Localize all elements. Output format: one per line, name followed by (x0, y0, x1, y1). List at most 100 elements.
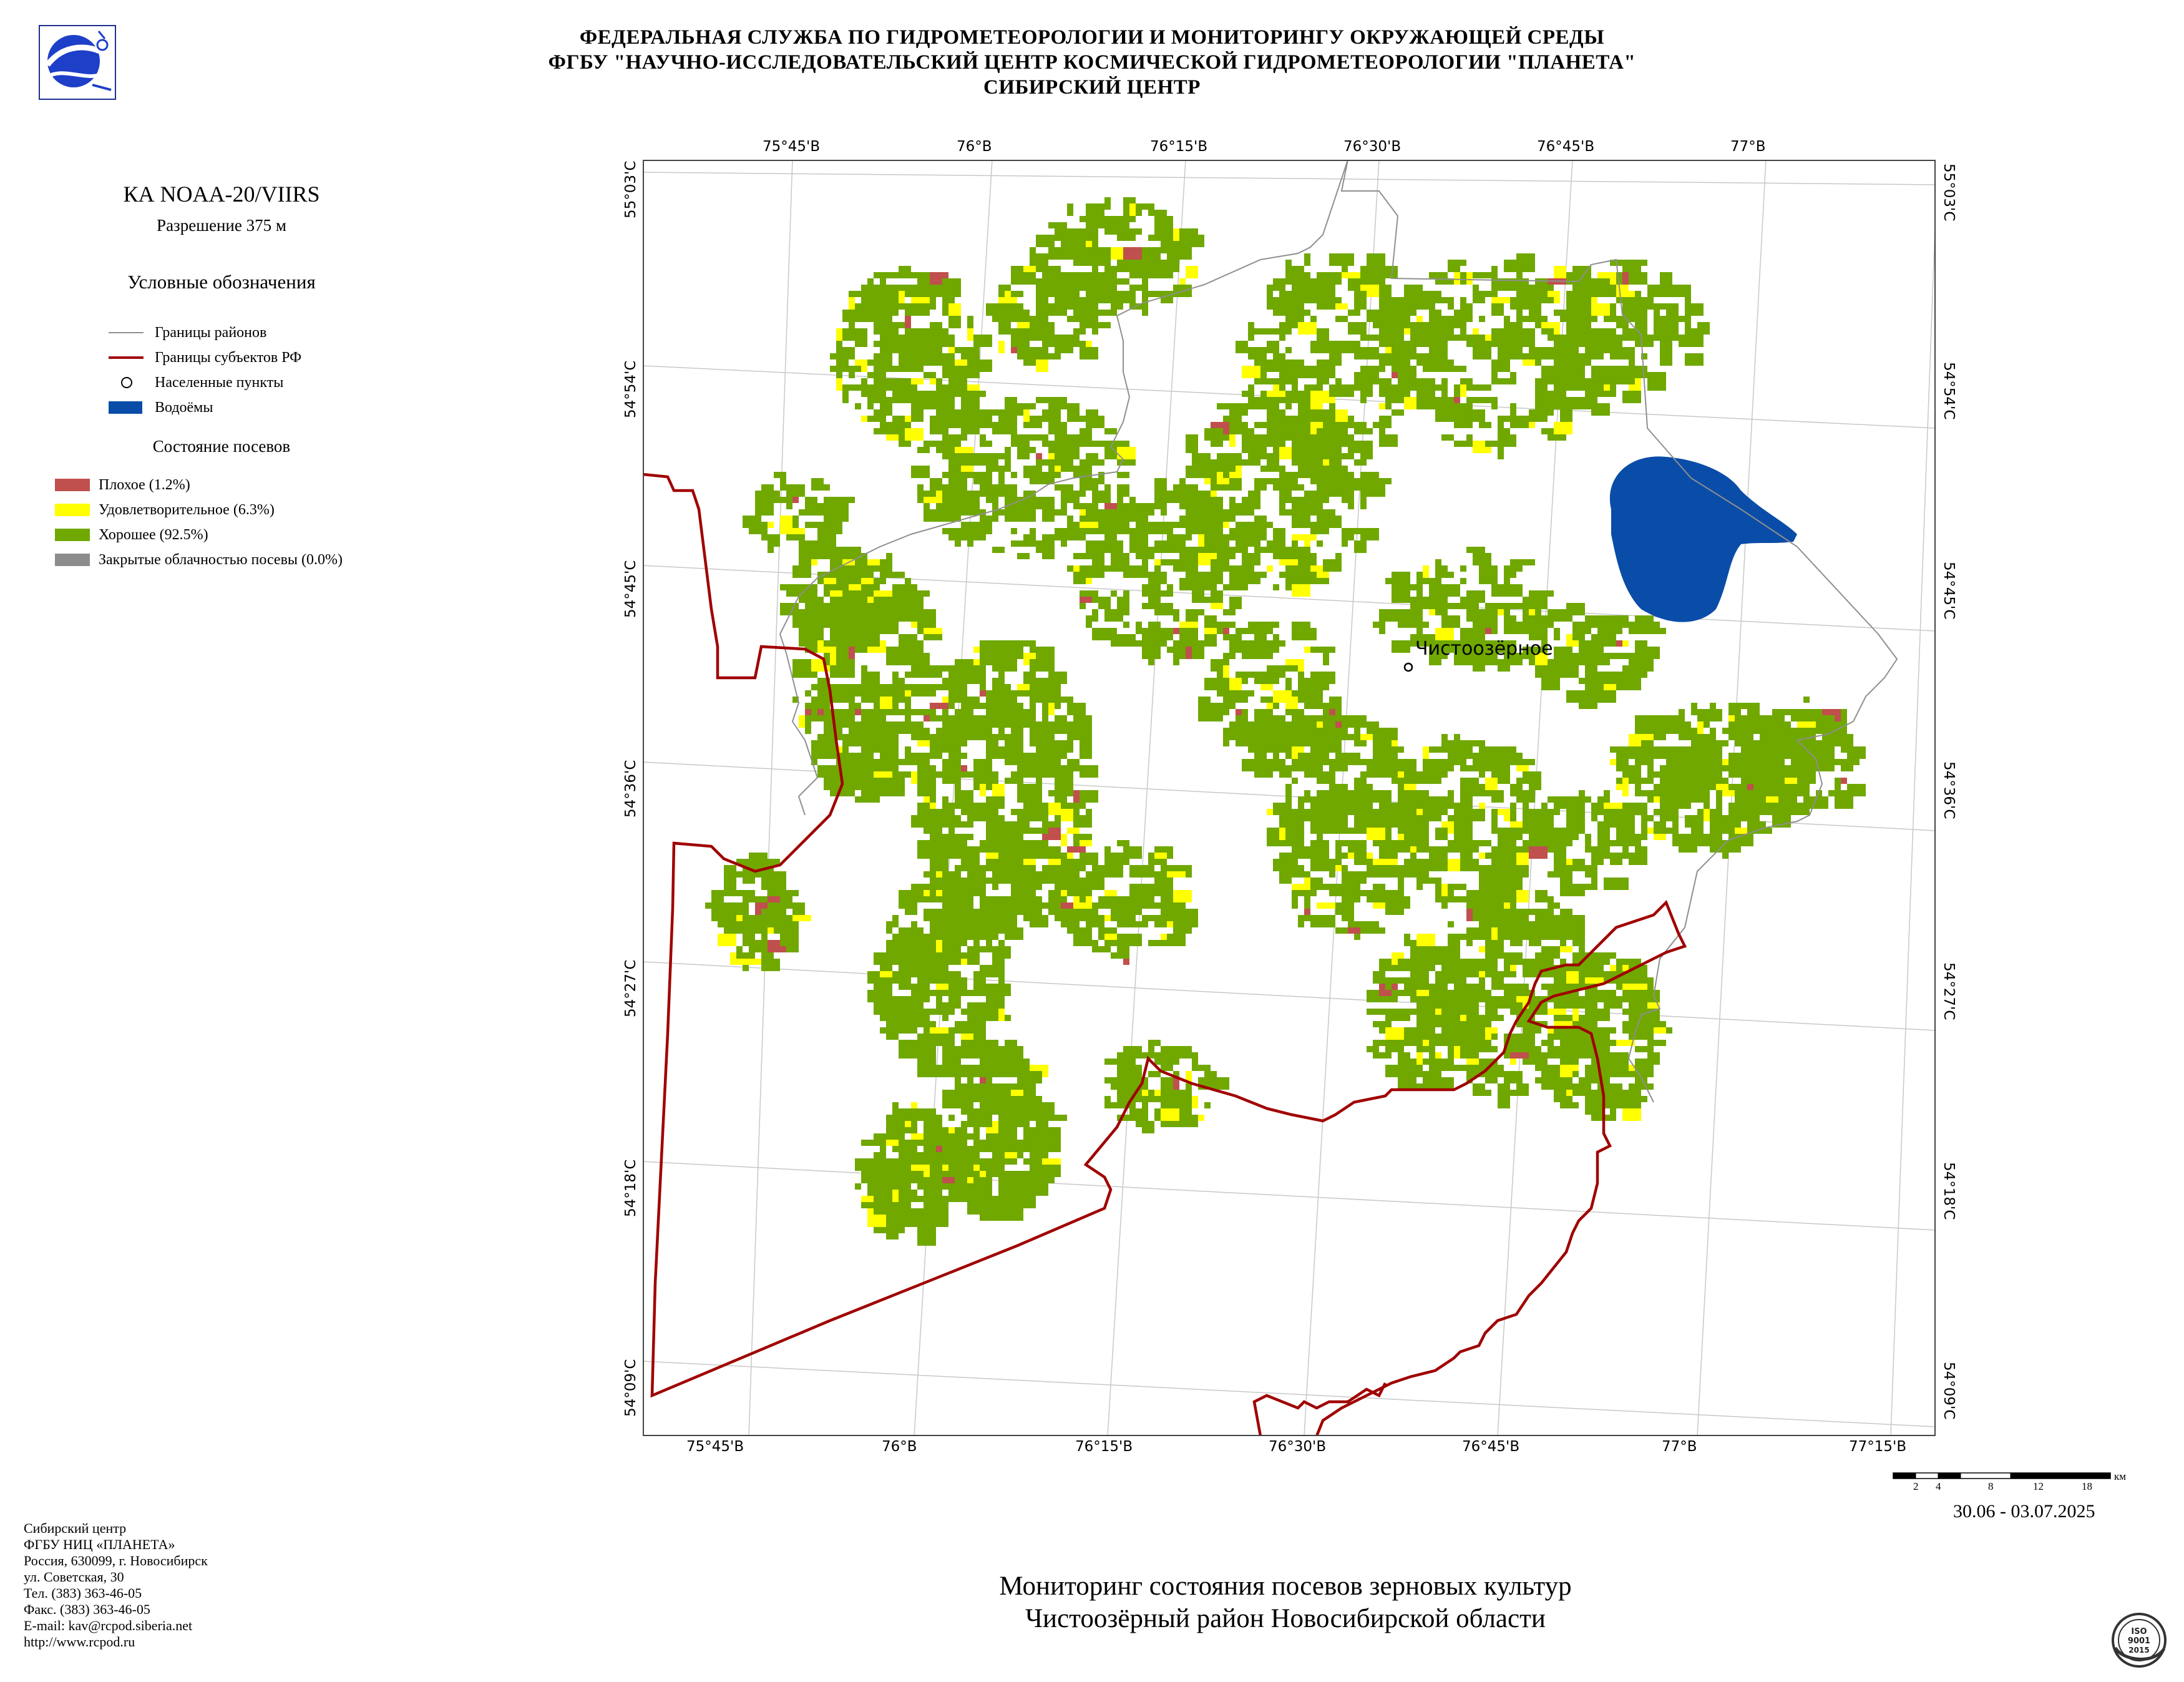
crop-pixel (973, 1046, 980, 1052)
crop-pixel (936, 1208, 948, 1221)
crop-pixel (1373, 771, 1392, 778)
crop-pixel (1117, 472, 1129, 478)
crop-pixel (1254, 709, 1273, 715)
crop-pixel (942, 778, 961, 784)
crop-pixel (1410, 310, 1416, 316)
crop-pixel (1554, 310, 1560, 316)
crop-pixel (1011, 734, 1023, 740)
crop-pixel (1560, 366, 1572, 378)
crop-pixel (1491, 1046, 1498, 1052)
crop-pixel (849, 297, 855, 310)
crop-pixel (1179, 503, 1198, 509)
crop-pixel (1254, 622, 1267, 634)
crop-pixel (1317, 378, 1329, 384)
crop-pixel (892, 609, 899, 622)
crop-pixel (1379, 291, 1392, 303)
crop-pixel (1441, 965, 1454, 971)
crop-pixel (998, 853, 1011, 865)
satisfactory-swatch-icon (55, 504, 90, 516)
crop-pixel (998, 472, 1005, 484)
crop-pixel (998, 341, 1005, 353)
crop-pixel (1342, 453, 1354, 459)
crop-pixel (942, 1177, 955, 1183)
crop-pixel (1454, 896, 1460, 902)
crop-pixel (880, 753, 899, 765)
crop-pixel (1685, 303, 1691, 310)
crop-pixel (905, 597, 924, 609)
crop-pixel (892, 740, 899, 753)
crop-pixel (899, 303, 917, 310)
crop-pixel (986, 303, 998, 316)
crop-pixel (867, 403, 874, 409)
crop-pixel (1448, 934, 1460, 946)
crop-pixel (1011, 846, 1023, 859)
crop-pixel (1111, 865, 1117, 878)
crop-pixel (973, 335, 992, 347)
crop-pixel (998, 416, 1017, 428)
crop-pixel (1005, 934, 1011, 940)
crop-pixel (1610, 328, 1616, 341)
crop-pixel (1248, 328, 1254, 341)
crop-pixel (1023, 1127, 1030, 1133)
crop-pixel (874, 984, 892, 990)
crop-pixel (1629, 366, 1647, 378)
crop-pixel (886, 403, 892, 409)
crop-pixel (1285, 403, 1292, 409)
crop-pixel (1379, 303, 1385, 316)
crop-pixel (905, 684, 924, 690)
crop-pixel (1285, 416, 1304, 422)
crop-pixel (892, 322, 911, 328)
crop-pixel (948, 734, 955, 740)
crop-pixel (980, 759, 992, 771)
legend-item-label: Населенные пункты (155, 374, 284, 391)
crop-pixel (842, 684, 855, 697)
crop-pixel (861, 734, 867, 740)
crop-pixel (1498, 765, 1510, 771)
crop-pixel (1142, 603, 1161, 609)
crop-pixel (1186, 647, 1192, 659)
crop-pixel (1080, 597, 1092, 603)
crop-pixel (1154, 640, 1161, 653)
crop-pixel (1080, 522, 1098, 528)
crop-pixel (1005, 1102, 1023, 1108)
crop-pixel (1367, 890, 1385, 902)
crop-pixel (1104, 228, 1117, 235)
crop-pixel (1273, 528, 1285, 540)
crop-pixel (1248, 672, 1267, 678)
crop-pixel (1173, 241, 1192, 247)
crop-pixel (1055, 484, 1073, 491)
crop-pixel (911, 728, 924, 734)
crop-pixel (1354, 815, 1373, 821)
crop-pixel (730, 871, 743, 878)
crop-pixel (880, 1140, 899, 1146)
crop-pixel (1317, 372, 1335, 378)
crop-pixel (1423, 746, 1429, 759)
crop-pixel (1310, 684, 1329, 690)
crop-pixel (1485, 778, 1498, 790)
crop-pixel (1298, 915, 1304, 927)
crop-pixel (1005, 821, 1017, 828)
crop-pixel (1554, 359, 1572, 366)
crop-pixel (1541, 984, 1560, 990)
crop-pixel (1242, 759, 1254, 771)
crop-pixel (1554, 422, 1572, 434)
crop-pixel (886, 921, 892, 934)
crop-pixel (1354, 428, 1373, 434)
crop-pixel (1285, 796, 1292, 809)
crop-pixel (1036, 459, 1055, 466)
cloud-swatch-icon (55, 554, 90, 566)
crop-pixel (1129, 1071, 1142, 1083)
crop-pixel (1086, 528, 1104, 534)
crop-pixel (980, 865, 998, 871)
crop-pixel (892, 1021, 911, 1034)
crop-pixel (1017, 447, 1030, 459)
crop-pixel (1435, 815, 1441, 821)
crop-pixel (1154, 559, 1161, 565)
crop-pixel (936, 1127, 948, 1133)
crop-pixel (930, 796, 936, 803)
crop-pixel (1441, 740, 1448, 746)
crop-pixel (1304, 384, 1323, 391)
crop-pixel (986, 484, 998, 497)
crop-pixel (1342, 534, 1354, 540)
crop-pixel (930, 665, 936, 678)
